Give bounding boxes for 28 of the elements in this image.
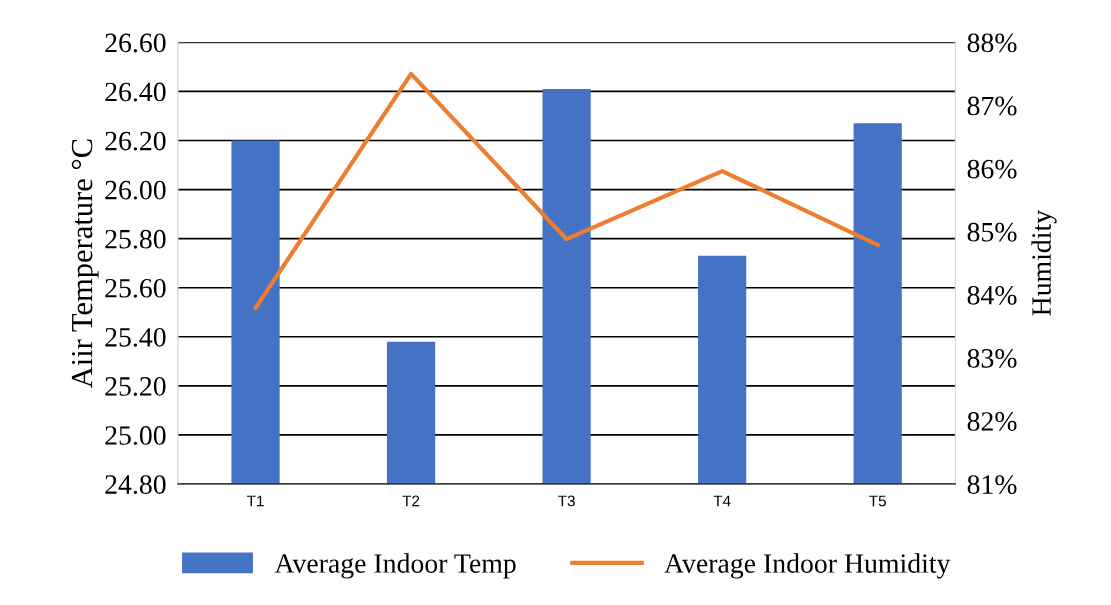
legend-label: Average Indoor Humidity — [664, 553, 951, 579]
x-tick-label: T5 — [869, 495, 886, 507]
y2-tick-label: 82% — [967, 412, 1017, 431]
y2-tick-label: 81% — [967, 475, 1017, 494]
x-tick-label: T3 — [558, 495, 575, 507]
y2-tick-label: 87% — [967, 96, 1017, 116]
x-tick-label: T2 — [402, 495, 420, 507]
legend-label: Average Indoor Temp — [274, 553, 516, 579]
line-series — [253, 71, 880, 311]
y-tick-label: 25.60 — [105, 278, 166, 298]
y2-tick-label: 85% — [967, 222, 1017, 242]
y2-tick-label: 88% — [967, 33, 1017, 53]
y-axis-title: Aiir Temperature °C — [71, 139, 99, 389]
y-tick-label: 26.60 — [105, 33, 166, 53]
y2-tick-label: 84% — [967, 285, 1017, 305]
y-tick-label: 25.40 — [105, 327, 166, 347]
y-tick-label: 24.80 — [105, 475, 166, 495]
y2-tick-label: 86% — [967, 159, 1017, 179]
y-tick-label: 25.00 — [105, 426, 166, 445]
y2-axis-title: Humidity — [1031, 210, 1057, 316]
x-tick-label: T4 — [713, 495, 731, 507]
y-tick-label: 25.20 — [105, 377, 166, 396]
y-tick-label: 26.20 — [105, 131, 166, 151]
y-tick-label: 26.40 — [105, 82, 166, 102]
y-tick-label: 26.00 — [105, 180, 166, 200]
y2-tick-label: 83% — [967, 348, 1017, 368]
x-tick-label: T1 — [246, 495, 264, 507]
y-tick-label: 25.80 — [105, 229, 166, 249]
